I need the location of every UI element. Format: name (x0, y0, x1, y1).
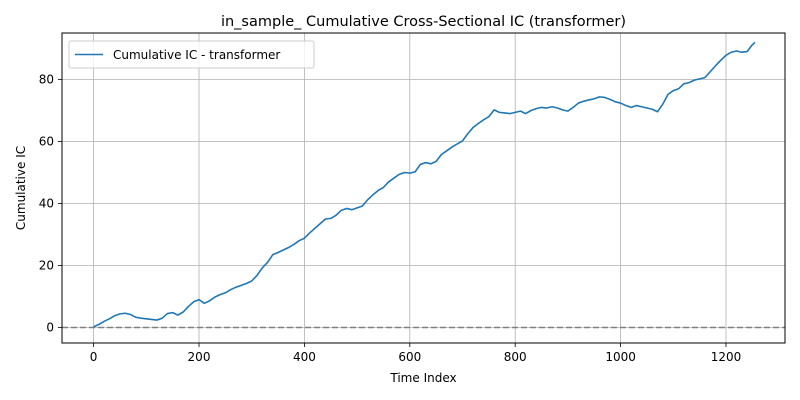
legend-box (68, 40, 315, 69)
x-tick-label: 800 (504, 350, 527, 364)
chart-title: in_sample_ Cumulative Cross-Sectional IC… (221, 14, 626, 30)
y-tick-label: 20 (39, 259, 54, 273)
plot-frame (61, 32, 786, 344)
y-tick-label: 80 (39, 73, 54, 87)
x-axis-ticks: 0 200 400 600 800 1000 1200 (90, 343, 741, 364)
y-tick-label: 60 (39, 135, 54, 149)
x-tick-label: 400 (293, 350, 316, 364)
x-tick-label: 1000 (605, 350, 636, 364)
series-layer (93, 41, 756, 328)
x-tick-label: 600 (398, 350, 421, 364)
y-axis-ticks: 0 20 40 60 80 (39, 73, 62, 335)
legend-label: Cumulative IC - transformer (113, 48, 280, 62)
series-line-0 (93, 41, 756, 328)
x-axis-title: Time Index (389, 371, 456, 385)
y-tick-label: 0 (46, 321, 54, 335)
x-tick-label: 200 (188, 350, 211, 364)
x-tick-label: 1200 (711, 350, 742, 364)
y-tick-label: 40 (39, 197, 54, 211)
y-axis-title: Cumulative IC (14, 146, 28, 230)
legend: Cumulative IC - transformer (68, 40, 315, 69)
x-tick-label: 0 (90, 350, 98, 364)
